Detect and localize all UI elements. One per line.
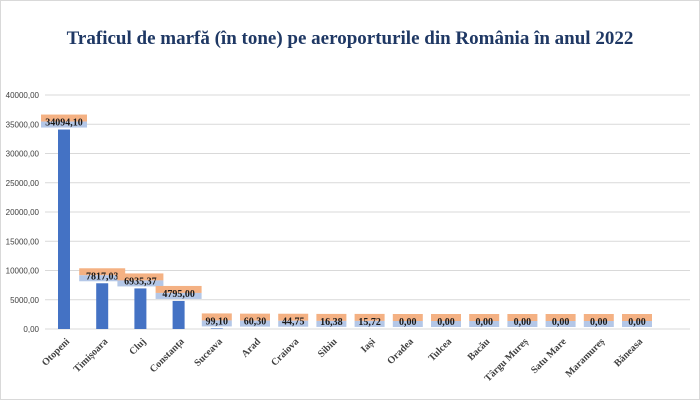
y-tick-label: 20000,00 [6,208,40,217]
x-tick-label: Timișoara [72,336,111,375]
x-tick-label: Craiova [269,336,301,368]
data-label-bg [201,313,232,321]
bar [96,283,109,329]
data-label-bg [240,320,270,327]
data-label-bg [155,292,202,299]
data-label-bg [354,320,385,327]
data-label: 15,72 [358,317,381,328]
data-label-bg [79,275,126,282]
bar [172,300,185,329]
data-label-bg [392,314,423,321]
x-tick-label: Băneasa [612,336,645,369]
x-tick-label: Satu Mare [529,336,569,376]
data-label: 16,38 [320,317,343,328]
x-tick-label: Bacău [466,336,493,363]
data-label: 0,00 [590,317,608,328]
data-label-bg [278,313,309,321]
data-label-bg [545,314,576,321]
y-tick-label: 35000,00 [6,120,40,129]
data-label-bg [117,280,164,287]
data-label-bg [201,320,232,327]
y-tick-label: 25000,00 [6,179,40,188]
data-label: 4795,00 [162,289,195,300]
data-label-bg [316,320,347,327]
data-label-bg [41,114,87,122]
y-tick-label: 10000,00 [6,267,40,276]
data-label-bg [583,314,614,321]
y-tick-label: 30000,00 [6,150,40,159]
data-label-bg [41,121,87,128]
data-label-bg [155,285,202,293]
bar [58,129,70,329]
data-label: 7817,03 [86,271,119,282]
bar [134,288,147,329]
data-label-bg [507,314,538,321]
data-label-bg [392,321,423,327]
data-label: 0,00 [475,317,493,328]
x-tick-label: Cluj [127,336,148,357]
data-label: 0,00 [552,317,570,328]
data-label-bg [622,321,652,327]
data-label: 60,30 [244,317,267,328]
chart-title: Traficul de marfă (în tone) pe aeroportu… [66,28,634,49]
data-label-bg [278,320,309,327]
x-tick-label: Iași [359,336,378,355]
x-tick-label: Suceava [192,336,225,369]
data-label-bg [469,321,500,327]
data-label-bg [507,321,538,327]
data-label: 0,00 [399,317,417,328]
data-label-bg [117,273,164,281]
data-label: 0,00 [628,317,646,328]
data-label-bg [240,313,270,321]
data-label-bg [469,314,500,321]
bar [210,328,223,329]
x-tick-label: Arad [240,336,264,360]
data-label: 99,10 [206,316,229,327]
x-tick-label: Maramureș [564,336,607,379]
data-label-bg [316,313,347,321]
data-label-bg [431,321,461,327]
data-label-bg [431,314,461,321]
y-tick-label: 0,00 [23,325,39,334]
data-label-bg [354,313,385,321]
x-tick-label: Sibiu [316,336,340,360]
y-tick-label: 40000,00 [6,91,40,100]
data-label: 0,00 [514,317,532,328]
y-tick-label: 15000,00 [6,237,40,246]
data-label: 0,00 [437,317,455,328]
data-label-bg [622,314,652,321]
data-label: 34094,10 [45,118,83,129]
x-tick-label: Constanța [148,336,187,375]
data-label: 6935,37 [124,276,157,287]
x-tick-label: Otopeni [40,336,72,368]
data-label-bg [545,321,576,327]
data-label: 44,75 [282,317,305,328]
data-label-bg [583,321,614,327]
x-tick-label: Oradea [385,336,416,367]
y-tick-label: 5000,00 [10,296,39,305]
x-tick-label: Tulcea [427,336,455,364]
data-label-bg [79,268,126,276]
